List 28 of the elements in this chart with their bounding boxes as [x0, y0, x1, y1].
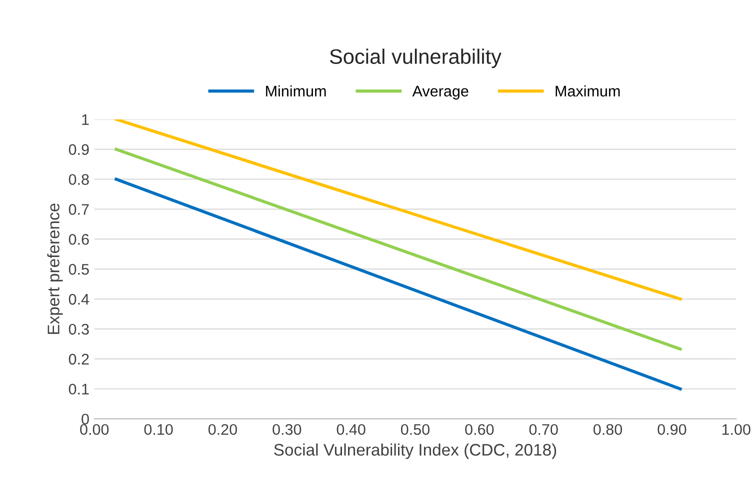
- x-tick-label: 0.30: [272, 424, 302, 435]
- y-tick-label: 0.5: [68, 264, 89, 275]
- x-tick-label: 0.60: [465, 424, 494, 435]
- y-tick-label: 0.3: [68, 324, 89, 335]
- x-axis-title: Social Vulnerability Index (CDC, 2018): [274, 443, 556, 460]
- y-tick-label: 0.7: [68, 204, 89, 215]
- y-axis-title: Expert preference: [47, 204, 63, 334]
- y-tick-label: 0.1: [68, 384, 89, 395]
- legend-label: Maximum: [556, 85, 620, 97]
- legend-label: Average: [412, 86, 468, 100]
- y-tick-label: 1: [82, 114, 89, 125]
- y-tick-label: 0.2: [68, 354, 89, 365]
- chart-title: Social vulnerability: [330, 48, 502, 68]
- x-tick-label: 1.00: [722, 424, 750, 435]
- y-tick-label: 0.6: [68, 234, 89, 245]
- x-tick-label: 0.20: [208, 424, 237, 435]
- x-tick-label: 0.50: [400, 424, 430, 435]
- x-tick-label: 0.80: [594, 424, 622, 435]
- x-tick-label: 0.40: [336, 424, 366, 435]
- y-tick-label: 0.9: [68, 144, 89, 155]
- x-tick-label: 0.90: [658, 424, 686, 435]
- y-tick-label: 0.4: [68, 294, 90, 305]
- x-tick-label: 0.70: [529, 424, 558, 435]
- x-tick-label: 0.10: [144, 424, 173, 435]
- y-tick-label: 0.8: [68, 174, 89, 185]
- y-tick-label: 0: [82, 414, 89, 425]
- x-tick-label: 0.00: [80, 424, 109, 435]
- legend-label: Minimum: [266, 85, 326, 97]
